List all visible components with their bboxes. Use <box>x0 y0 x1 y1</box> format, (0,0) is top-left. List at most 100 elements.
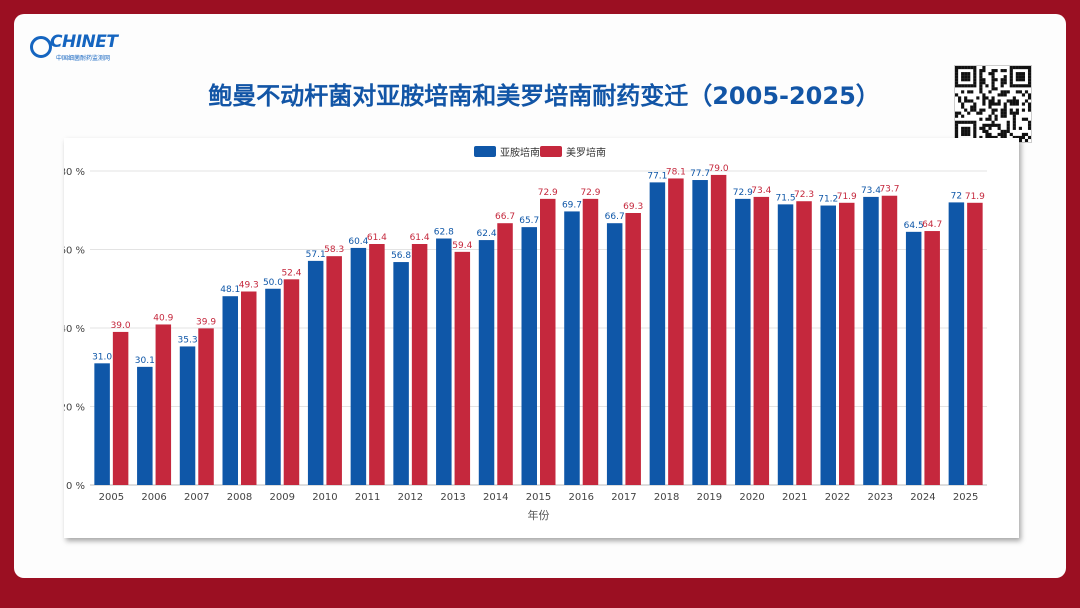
data-label: 72.9 <box>733 188 753 198</box>
chinet-logo: CHINET 中国细菌耐药监测网 <box>30 32 118 68</box>
legend-label: 亚胺培南 <box>500 146 540 159</box>
data-label: 57.1 <box>306 250 326 260</box>
bar-meropenem <box>881 195 898 485</box>
x-tick-label: 2018 <box>654 492 679 503</box>
bar-imipenem <box>905 231 922 485</box>
bar-imipenem <box>350 247 367 485</box>
y-tick-label: 80 % <box>64 167 85 178</box>
bar-meropenem <box>454 251 471 485</box>
bar-meropenem <box>497 223 513 485</box>
data-label: 71.9 <box>837 192 857 202</box>
bar-imipenem <box>94 363 110 485</box>
data-label: 73.4 <box>751 186 771 196</box>
bar-meropenem <box>326 256 342 485</box>
data-label: 61.4 <box>367 233 387 243</box>
bar-meropenem <box>411 244 428 485</box>
bar-meropenem <box>753 196 770 485</box>
x-tick-label: 2005 <box>99 492 124 503</box>
x-tick-label: 2015 <box>526 492 551 503</box>
bar-imipenem <box>307 260 324 485</box>
x-tick-label: 2021 <box>782 492 807 503</box>
bar-imipenem <box>863 196 879 485</box>
x-tick-label: 2006 <box>141 492 166 503</box>
data-label: 64.5 <box>904 221 924 231</box>
data-label: 66.7 <box>605 212 625 222</box>
bar-imipenem <box>820 205 836 485</box>
data-label: 72.3 <box>794 190 814 200</box>
data-label: 39.0 <box>111 321 131 331</box>
bar-imipenem <box>393 262 409 485</box>
x-axis-title: 年份 <box>528 508 550 522</box>
legend-swatch <box>540 146 562 157</box>
bar-imipenem <box>521 227 537 485</box>
data-label: 78.1 <box>666 167 686 177</box>
data-label: 39.9 <box>196 317 216 327</box>
data-label: 49.3 <box>239 280 259 290</box>
legend-label: 美罗培南 <box>566 146 606 159</box>
x-tick-label: 2025 <box>953 492 978 503</box>
bar-meropenem <box>668 178 684 485</box>
x-tick-label: 2019 <box>697 492 722 503</box>
logo-globe-icon <box>30 36 52 58</box>
data-label: 59.4 <box>452 241 472 251</box>
data-label: 73.4 <box>861 186 881 196</box>
bar-imipenem <box>179 346 196 485</box>
x-tick-label: 2009 <box>269 492 294 503</box>
bar-imipenem <box>649 182 666 485</box>
bar-imipenem <box>222 296 238 485</box>
bar-imipenem <box>735 198 751 485</box>
data-label: 61.4 <box>410 233 430 243</box>
bar-chart: 0 %20 %40 %60 %80 %耐药率(%)31.039.0200530.… <box>22 146 987 522</box>
x-tick-label: 2007 <box>184 492 209 503</box>
x-tick-label: 2023 <box>867 492 892 503</box>
data-label: 48.1 <box>220 285 240 295</box>
x-tick-label: 2012 <box>398 492 423 503</box>
data-label: 69.7 <box>562 200 582 210</box>
data-label: 66.7 <box>495 212 515 222</box>
data-label: 71.9 <box>965 192 985 202</box>
qr-code-icon <box>954 65 1032 143</box>
x-tick-label: 2008 <box>227 492 252 503</box>
bar-imipenem <box>948 202 965 485</box>
bar-meropenem <box>198 328 214 485</box>
data-label: 79.0 <box>709 164 729 174</box>
x-tick-label: 2016 <box>568 492 593 503</box>
data-label: 50.0 <box>263 278 283 288</box>
data-label: 71.2 <box>818 195 838 205</box>
data-label: 73.7 <box>879 185 899 195</box>
data-label: 35.3 <box>178 335 198 345</box>
bar-imipenem <box>478 240 495 485</box>
legend-swatch <box>474 146 496 157</box>
data-label: 77.1 <box>647 171 667 181</box>
data-label: 62.8 <box>434 228 454 238</box>
bar-imipenem <box>606 223 623 485</box>
data-label: 77.7 <box>690 169 710 179</box>
data-label: 65.7 <box>519 216 539 226</box>
bar-meropenem <box>155 324 172 485</box>
y-tick-label: 0 % <box>66 481 85 492</box>
bar-imipenem <box>692 180 708 485</box>
bar-meropenem <box>241 291 257 485</box>
data-label: 30.1 <box>135 356 155 366</box>
logo-subtitle: 中国细菌耐药监测网 <box>56 55 111 62</box>
bar-imipenem <box>564 211 580 485</box>
data-label: 71.5 <box>776 193 796 203</box>
data-label: 31.0 <box>92 352 112 362</box>
x-tick-label: 2017 <box>611 492 636 503</box>
bar-meropenem <box>967 202 983 485</box>
x-tick-label: 2011 <box>355 492 380 503</box>
x-tick-label: 2022 <box>825 492 850 503</box>
y-tick-label: 40 % <box>64 324 85 335</box>
data-label: 72.9 <box>580 188 600 198</box>
bar-meropenem <box>540 198 556 485</box>
x-tick-label: 2014 <box>483 492 508 503</box>
x-tick-label: 2024 <box>910 492 935 503</box>
chart-frame: 0 %20 %40 %60 %80 %耐药率(%)31.039.0200530.… <box>22 138 1019 538</box>
y-tick-label: 60 % <box>64 246 85 257</box>
bar-meropenem <box>710 174 727 486</box>
data-label: 72.9 <box>538 188 558 198</box>
data-label: 52.4 <box>281 268 301 278</box>
bar-meropenem <box>582 198 599 485</box>
y-tick-label: 20 % <box>64 403 85 414</box>
bar-meropenem <box>839 202 855 485</box>
